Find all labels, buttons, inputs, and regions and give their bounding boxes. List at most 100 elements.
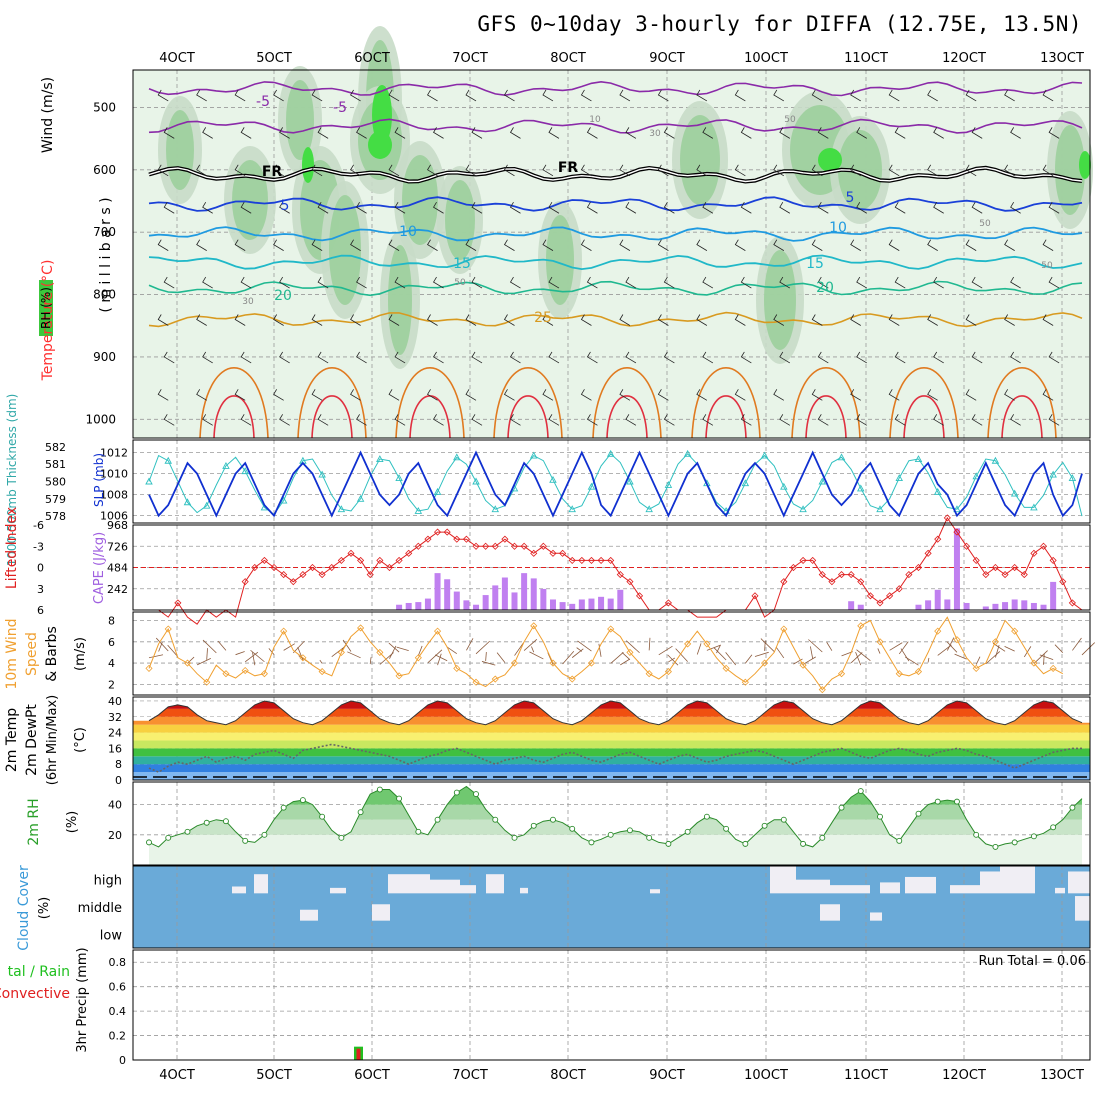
- cape-bar: [549, 599, 556, 610]
- cape-bar: [963, 602, 970, 610]
- rh-marker: [184, 828, 191, 835]
- li-marker: [626, 578, 634, 586]
- upper-wind-barb: [894, 351, 906, 364]
- wind-speed-marker: [703, 640, 711, 648]
- wind-speed-marker: [818, 686, 826, 694]
- upper-wind-barb: [734, 89, 746, 102]
- thickness-marker: [799, 505, 807, 513]
- upper-wind-barb: [394, 351, 406, 364]
- li-marker: [876, 599, 884, 607]
- rh-blob-mid: [1055, 125, 1085, 215]
- upper-wind-barb: [773, 239, 785, 251]
- wind-speed-marker: [991, 638, 999, 646]
- upper-wind-barb: [696, 164, 708, 177]
- temp-tick: 40: [108, 695, 122, 708]
- date-label-top: 9OCT: [649, 51, 685, 66]
- thickness-marker: [395, 474, 403, 481]
- upper-wind-barb: [894, 414, 906, 426]
- upper-wind-barb: [1048, 276, 1060, 289]
- surface-wind-barb: [675, 648, 688, 662]
- thickness-marker: [780, 482, 788, 490]
- temp-band: [133, 701, 1090, 709]
- rh-marker: [877, 813, 883, 820]
- upper-wind-barb: [317, 276, 329, 289]
- rh-marker: [511, 834, 518, 841]
- upper-wind-barb: [1010, 276, 1021, 289]
- ylabel-precip-conv: Convective: [0, 986, 70, 1002]
- cloud-level-label: middle: [78, 901, 122, 916]
- surface-wind-barb: [725, 652, 737, 666]
- li-marker: [510, 542, 519, 550]
- upper-wind-barb: [663, 351, 675, 364]
- precip-tick: 0.4: [109, 1005, 127, 1018]
- cape-bar: [396, 604, 403, 610]
- rh-marker: [280, 804, 287, 811]
- panel-frame-inst: [132, 524, 1091, 611]
- wind-speed-marker: [914, 668, 923, 676]
- upper-wind-barb: [740, 414, 752, 426]
- cloud-high-block: [1055, 887, 1065, 894]
- wind-speed-marker: [780, 625, 788, 633]
- upper-wind-barb: [279, 351, 290, 364]
- surface-wind-barb: [855, 651, 862, 666]
- temp-band: [133, 708, 1090, 717]
- wind-speed-marker: [876, 638, 884, 646]
- surface-wind-barb: [713, 647, 727, 661]
- upper-wind-barb: [311, 89, 323, 102]
- temp-tick: 32: [108, 711, 122, 724]
- upper-wind-barb: [779, 414, 791, 426]
- li-marker: [924, 549, 932, 557]
- cape-tick: 968: [107, 519, 128, 532]
- upper-wind-barb: [471, 202, 483, 214]
- upper-wind-barb: [625, 414, 637, 426]
- upper-wind-barb: [580, 164, 592, 177]
- surface-wind-barb: [754, 651, 769, 657]
- surface-wind-barb: [388, 642, 400, 653]
- isotherm-label: 25: [534, 310, 552, 326]
- ylabel-rh: RH (%): [39, 287, 53, 329]
- surface-isotherm-30: [987, 367, 1057, 439]
- surface-wind-barb: [625, 640, 640, 654]
- li-marker: [395, 556, 403, 564]
- wind-speed-marker: [645, 670, 653, 678]
- wind-speed-marker: [453, 664, 461, 672]
- date-label-top: 6OCT: [354, 51, 390, 66]
- upper-wind-barb: [663, 127, 675, 139]
- upper-wind-barb: [273, 89, 284, 102]
- li-marker: [1059, 578, 1067, 586]
- thickness-marker: [857, 484, 865, 492]
- ylabel-temp2m-1: 2m Temp: [4, 708, 20, 772]
- wind-speed-marker: [722, 664, 730, 672]
- upper-wind-barb: [817, 127, 829, 139]
- upper-wind-barb: [196, 239, 207, 251]
- rh-background-shade: [133, 70, 1090, 438]
- upper-wind-barb: [580, 89, 592, 102]
- rh-contour-label: 30: [242, 297, 254, 307]
- li-marker: [943, 514, 951, 522]
- upper-wind-barb: [779, 351, 791, 364]
- surface-wind-barb: [475, 640, 491, 655]
- temp-band: [133, 756, 1090, 765]
- thickness-tick: 579: [45, 493, 66, 506]
- li-tick: -3: [33, 540, 44, 553]
- upper-wind-barb: [356, 127, 367, 139]
- upper-wind-barb: [240, 127, 252, 139]
- cloud-high-block: [460, 885, 476, 894]
- upper-wind-barb: [542, 164, 554, 177]
- surface-isotherm-30: [791, 367, 861, 439]
- wind-speed-marker: [837, 670, 846, 678]
- upper-wind-barb: [1048, 127, 1060, 139]
- surface-wind-barb: [576, 647, 583, 652]
- cape-tick: 484: [107, 562, 128, 575]
- upper-wind-barb: [388, 164, 400, 177]
- upper-wind-barb: [965, 239, 977, 251]
- upper-wind-barb: [1010, 127, 1021, 139]
- cape-bar: [857, 604, 864, 610]
- upper-wind-barb: [965, 314, 977, 326]
- upper-wind-barb: [234, 239, 246, 251]
- upper-wind-barb: [619, 389, 631, 401]
- surface-wind-barb: [331, 646, 345, 657]
- wind-speed-marker: [510, 659, 519, 667]
- li-marker: [376, 556, 384, 564]
- panel-frame-pres: [132, 439, 1091, 524]
